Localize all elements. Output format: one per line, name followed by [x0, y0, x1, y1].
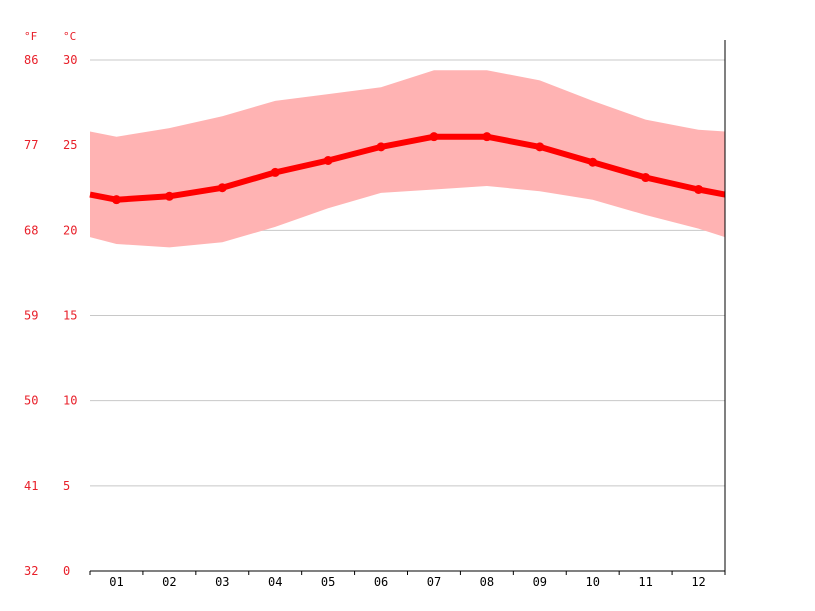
x-tick-label-01: 01 [109, 575, 123, 589]
x-tick-label-12: 12 [691, 575, 705, 589]
mean-point-05 [323, 155, 333, 165]
mean-point-06 [376, 142, 386, 152]
mean-point-10 [588, 157, 598, 167]
y-tick-celsius-30: 30 [63, 53, 77, 67]
mean-point-04 [270, 167, 280, 177]
mean-point-07 [429, 132, 439, 142]
mean-point-12 [694, 184, 704, 194]
mean-line-path [89, 133, 726, 203]
x-tick-label-03: 03 [215, 575, 229, 589]
y-tick-fahrenheit-68: 68 [24, 223, 38, 237]
x-tick-label-11: 11 [638, 575, 652, 589]
mean-point-03 [217, 183, 227, 193]
x-tick-labels: 01 02 03 04 05 06 07 08 09 10 11 12 [109, 575, 706, 589]
y-tick-celsius-0: 0 [63, 564, 70, 578]
mean-point-02 [164, 191, 174, 201]
x-tick-label-07: 07 [427, 575, 441, 589]
y-tick-fahrenheit-59: 59 [24, 309, 38, 323]
y-tick-celsius-15: 15 [63, 309, 77, 323]
celsius-unit-label: °C [63, 30, 76, 43]
x-tick-label-02: 02 [162, 575, 176, 589]
mean-point-08 [482, 132, 492, 142]
y-tick-fahrenheit-41: 41 [24, 479, 38, 493]
x-tick-label-04: 04 [268, 575, 282, 589]
range-band-area [90, 70, 725, 248]
y-tick-fahrenheit-50: 50 [24, 394, 38, 408]
mean-temperature-line [89, 133, 726, 203]
x-tick-label-08: 08 [480, 575, 494, 589]
mean-point-01 [111, 195, 121, 205]
x-tick-label-09: 09 [533, 575, 547, 589]
x-tick-label-06: 06 [374, 575, 388, 589]
y-tick-fahrenheit-86: 86 [24, 53, 38, 67]
axes [89, 40, 726, 575]
y-tick-labels: 30 86 25 77 20 68 15 59 10 50 5 41 0 32 [24, 53, 77, 578]
y-tick-celsius-10: 10 [63, 394, 77, 408]
mean-point-11 [641, 173, 651, 183]
y-tick-fahrenheit-77: 77 [24, 138, 38, 152]
y-tick-celsius-20: 20 [63, 223, 77, 237]
x-tick-label-05: 05 [321, 575, 335, 589]
temperature-range-band [90, 70, 725, 248]
y-tick-celsius-5: 5 [63, 479, 70, 493]
mean-point-09 [535, 142, 545, 152]
fahrenheit-unit-label: °F [24, 30, 37, 43]
mean-temperature-points [111, 132, 704, 205]
y-tick-celsius-25: 25 [63, 138, 77, 152]
y-tick-fahrenheit-32: 32 [24, 564, 38, 578]
x-tick-label-10: 10 [585, 575, 599, 589]
